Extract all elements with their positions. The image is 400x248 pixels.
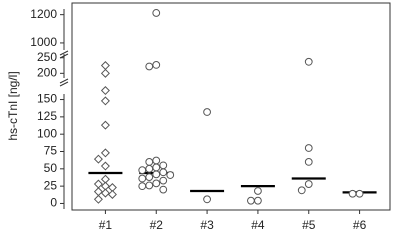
y-tick-label: 75 — [44, 144, 58, 158]
data-point — [100, 68, 110, 78]
y-tick-label: 1000 — [30, 35, 57, 49]
data-point — [145, 62, 154, 71]
data-point — [152, 9, 161, 17]
data-point — [145, 181, 154, 190]
data-point — [304, 180, 313, 188]
y-axis-label: hs-cTnI [ng/l] — [6, 71, 20, 140]
data-point — [159, 161, 168, 170]
y-tick-label: 150 — [37, 92, 57, 106]
data-point — [355, 189, 364, 198]
data-point — [152, 163, 161, 172]
x-tick-label: #3 — [200, 218, 214, 232]
y-tick-label: 1200 — [30, 7, 57, 21]
data-point — [100, 188, 110, 198]
y-tick-label: 25 — [44, 178, 58, 192]
data-point — [93, 194, 103, 204]
x-tick-label: #1 — [99, 218, 113, 232]
data-point — [254, 187, 262, 195]
data-point — [138, 182, 147, 191]
data-point — [145, 157, 154, 166]
x-tick-label: #6 — [353, 218, 367, 232]
data-point — [152, 179, 161, 188]
data-point — [166, 171, 175, 179]
data-point — [145, 173, 154, 182]
y-tick-label: 50 — [44, 161, 58, 175]
data-point — [297, 186, 306, 195]
data-point — [145, 164, 154, 173]
data-point — [159, 176, 168, 185]
data-point — [93, 179, 103, 189]
y-tick-label: 100 — [37, 126, 57, 140]
y-tick-label: 125 — [37, 109, 57, 123]
data-point — [247, 196, 255, 205]
data-point — [348, 189, 357, 198]
data-point — [152, 61, 161, 69]
data-point — [152, 156, 161, 165]
plot-frame — [71, 2, 391, 211]
data-point — [304, 157, 313, 166]
data-point — [203, 108, 211, 116]
data-point — [100, 161, 110, 171]
data-point — [93, 187, 103, 197]
y-tick-label: 250 — [37, 50, 57, 64]
data-point — [304, 57, 313, 66]
data-point — [138, 166, 147, 175]
data-point — [304, 144, 313, 152]
axis-break — [59, 53, 69, 59]
axis-break — [59, 50, 69, 56]
data-point — [152, 170, 161, 179]
data-point — [100, 96, 110, 106]
x-tick-label: #5 — [302, 218, 316, 232]
data-point — [138, 174, 147, 183]
y-tick-label: 0 — [50, 196, 57, 210]
data-point — [100, 120, 110, 130]
data-point — [203, 195, 211, 204]
data-point — [93, 154, 103, 164]
y-tick-label: 200 — [37, 65, 57, 79]
data-point — [159, 168, 168, 177]
data-point — [107, 189, 117, 199]
data-point — [100, 86, 110, 96]
axis-break — [59, 81, 69, 87]
data-point — [159, 185, 168, 194]
data-point — [254, 196, 262, 205]
x-tick-label: #4 — [251, 218, 265, 232]
axis-break — [59, 78, 69, 84]
x-tick-label: #2 — [150, 218, 164, 232]
data-point — [100, 148, 110, 158]
data-point — [100, 61, 110, 71]
